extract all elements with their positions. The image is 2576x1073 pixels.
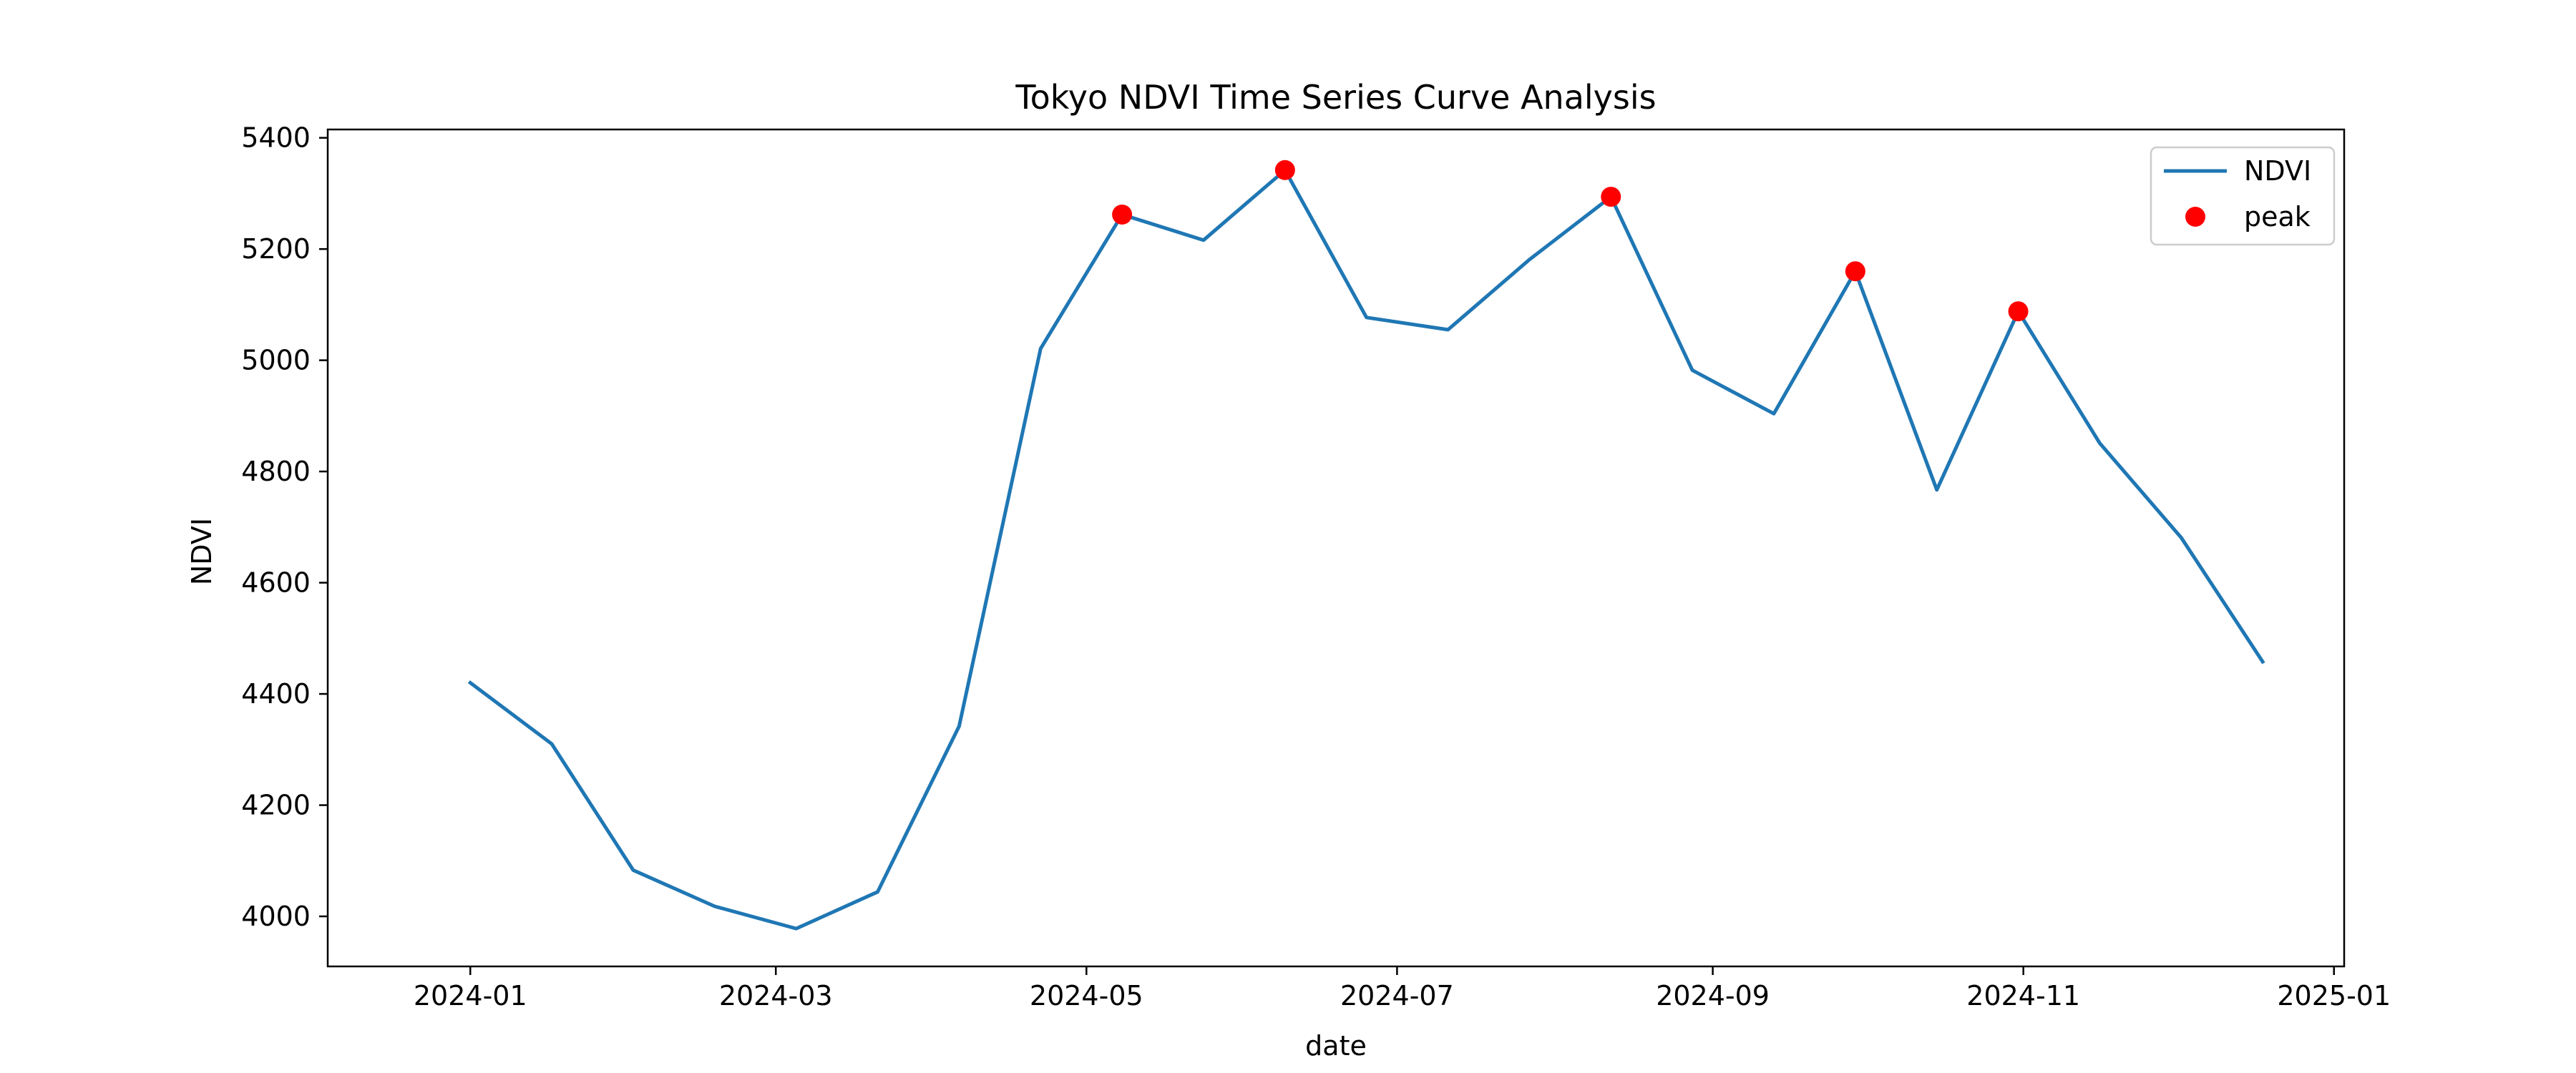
x-tick-label: 2024-01 bbox=[414, 980, 527, 1011]
x-tick-label: 2024-09 bbox=[1656, 980, 1770, 1011]
x-tick-label: 2024-03 bbox=[719, 980, 833, 1011]
peak-point bbox=[1112, 204, 1133, 225]
x-tick-label: 2024-11 bbox=[1966, 980, 2080, 1011]
y-axis: 4000 4200 4400 4600 4800 5000 5200 5400 bbox=[241, 122, 328, 932]
x-tick-label: 2024-07 bbox=[1340, 980, 1454, 1011]
y-tick-label: 4200 bbox=[241, 790, 311, 821]
peak-point bbox=[1274, 160, 1295, 180]
legend: NDVI peak bbox=[2150, 146, 2336, 246]
x-tick-label: 2024-05 bbox=[1030, 980, 1143, 1011]
plot-area bbox=[326, 128, 2346, 968]
ndvi-line bbox=[467, 168, 2265, 931]
y-tick-label: 5200 bbox=[241, 233, 311, 265]
plot-border bbox=[326, 128, 2346, 968]
chart-title: Tokyo NDVI Time Series Curve Analysis bbox=[1015, 78, 1656, 117]
peak-point bbox=[1601, 187, 1621, 207]
peak-point bbox=[2008, 301, 2029, 322]
x-axis-label: date bbox=[1305, 1030, 1367, 1062]
y-tick-label: 4800 bbox=[241, 456, 311, 487]
x-tick-label: 2025-01 bbox=[2277, 980, 2391, 1011]
y-tick-label: 4000 bbox=[241, 901, 311, 932]
legend-peak-label: peak bbox=[2244, 201, 2311, 232]
legend-ndvi-label: NDVI bbox=[2244, 155, 2311, 187]
y-tick-label: 4600 bbox=[241, 567, 311, 599]
y-tick-label: 5000 bbox=[241, 345, 311, 376]
y-axis-label: NDVI bbox=[186, 518, 218, 585]
peak-point bbox=[1845, 261, 1865, 282]
series-layer bbox=[467, 160, 2265, 931]
y-tick-label: 4400 bbox=[241, 678, 311, 710]
x-axis: 2024-01 2024-03 2024-05 2024-07 2024-09 2024-… bbox=[414, 966, 2391, 1011]
legend-peak-marker bbox=[2185, 207, 2205, 227]
y-tick-label: 5400 bbox=[241, 122, 311, 154]
